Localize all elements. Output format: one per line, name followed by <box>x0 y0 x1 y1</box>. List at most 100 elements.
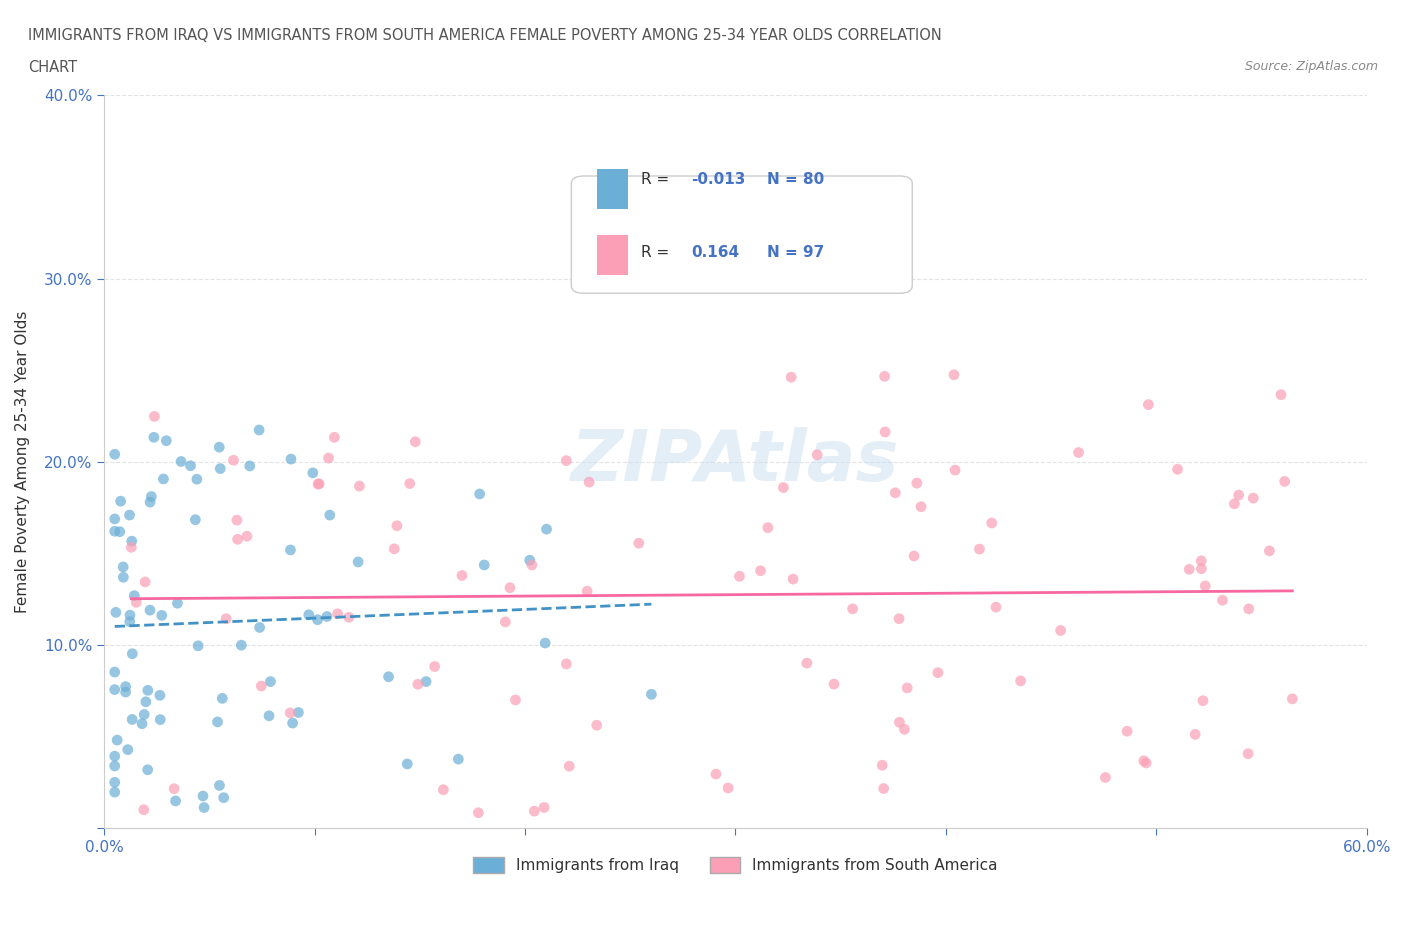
Point <box>756 520 779 535</box>
Point <box>134 707 156 722</box>
Point <box>298 607 321 622</box>
Point <box>499 580 522 595</box>
Point <box>780 370 803 385</box>
Point <box>141 489 163 504</box>
Point <box>1227 487 1250 502</box>
Point <box>163 781 186 796</box>
Point <box>211 691 233 706</box>
Point <box>131 716 153 731</box>
Point <box>139 603 162 618</box>
Point <box>627 536 650 551</box>
Point <box>208 778 231 793</box>
Point <box>534 635 557 650</box>
Point <box>209 461 232 476</box>
Point <box>942 367 965 382</box>
Point <box>150 608 173 623</box>
Point <box>117 742 139 757</box>
Point <box>728 569 751 584</box>
Point <box>281 715 304 730</box>
Point <box>121 534 143 549</box>
Point <box>215 611 238 626</box>
Point <box>121 646 143 661</box>
Point <box>468 486 491 501</box>
Point <box>112 560 135 575</box>
Point <box>319 508 342 523</box>
Point <box>149 712 172 727</box>
Point <box>896 681 918 696</box>
Point <box>307 612 329 627</box>
Point <box>382 541 405 556</box>
Point <box>326 606 349 621</box>
Point <box>396 756 419 771</box>
Point <box>170 454 193 469</box>
Point <box>796 656 818 671</box>
Point <box>108 525 131 539</box>
Point <box>1010 673 1032 688</box>
Point <box>927 665 949 680</box>
Point <box>207 714 229 729</box>
Point <box>1178 562 1201 577</box>
Point <box>239 458 262 473</box>
Point <box>104 604 127 619</box>
Point <box>179 458 201 473</box>
Point <box>193 800 215 815</box>
Point <box>236 529 259 544</box>
Point <box>349 479 371 494</box>
Point <box>149 688 172 703</box>
Point <box>782 572 804 587</box>
Point <box>1192 693 1215 708</box>
Point <box>1184 727 1206 742</box>
Point <box>247 422 270 437</box>
Point <box>121 712 143 727</box>
Point <box>249 620 271 635</box>
Point <box>1223 497 1246 512</box>
Point <box>505 693 527 708</box>
Point <box>191 789 214 804</box>
Point <box>385 518 408 533</box>
Point <box>120 540 142 555</box>
Point <box>280 452 302 467</box>
Point <box>278 706 301 721</box>
Point <box>451 568 474 583</box>
FancyBboxPatch shape <box>571 176 912 293</box>
Point <box>187 638 209 653</box>
Point <box>104 775 127 790</box>
Point <box>432 782 454 797</box>
Point <box>132 803 155 817</box>
Point <box>212 790 235 805</box>
Point <box>259 674 281 689</box>
Point <box>231 638 253 653</box>
Point <box>749 564 772 578</box>
Point <box>104 749 127 764</box>
Point <box>1135 755 1157 770</box>
Point <box>578 474 600 489</box>
Point <box>104 665 127 680</box>
Point <box>1167 462 1189 477</box>
Point <box>520 558 543 573</box>
Point <box>903 549 925 564</box>
Point <box>136 683 159 698</box>
Point <box>104 524 127 538</box>
Point <box>1194 578 1216 593</box>
Point <box>823 677 845 692</box>
Point <box>1237 746 1260 761</box>
Point <box>494 615 516 630</box>
Point <box>555 453 578 468</box>
Point <box>124 588 146 603</box>
Point <box>943 462 966 477</box>
Text: -0.013: -0.013 <box>692 172 745 187</box>
Point <box>166 596 188 611</box>
Point <box>142 430 165 445</box>
Point <box>152 472 174 486</box>
Point <box>910 499 932 514</box>
Point <box>1094 770 1116 785</box>
Point <box>280 542 302 557</box>
Text: ZIPAtlas: ZIPAtlas <box>571 427 900 497</box>
Point <box>1116 724 1139 738</box>
Point <box>165 793 187 808</box>
Point <box>447 751 470 766</box>
Point <box>884 485 907 500</box>
Point <box>114 684 136 699</box>
Point <box>870 758 893 773</box>
Point <box>1189 562 1212 577</box>
